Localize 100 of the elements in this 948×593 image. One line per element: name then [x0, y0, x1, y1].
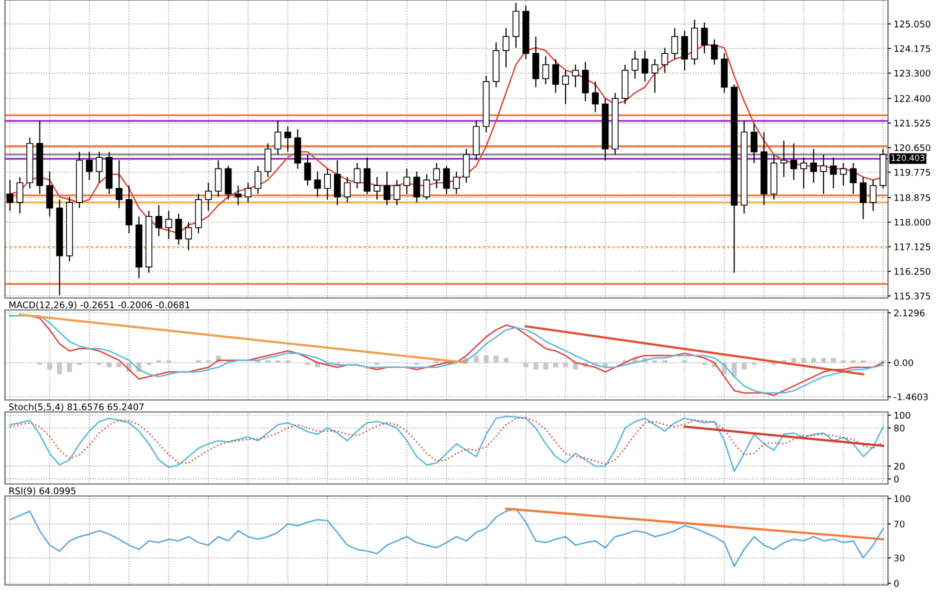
bar	[543, 362, 548, 370]
candlestick	[642, 50, 648, 82]
candlestick	[155, 204, 162, 237]
bar	[494, 356, 499, 363]
candlestick	[800, 156, 808, 189]
candlestick	[175, 213, 182, 246]
candlestick	[96, 151, 103, 184]
y-tick-label: 122.400	[894, 95, 930, 102]
candlestick	[671, 28, 678, 60]
candlestick	[374, 176, 380, 200]
y-tick-label: 30	[894, 554, 904, 562]
candlestick	[830, 156, 837, 189]
candlestick	[850, 162, 857, 195]
candlestick	[86, 151, 93, 180]
candlestick	[344, 176, 351, 203]
candlestick	[334, 160, 341, 206]
candlestick	[651, 58, 658, 94]
candlestick	[264, 142, 272, 178]
candlestick	[244, 182, 252, 203]
y-tick-label: 80	[894, 424, 904, 432]
candlestick	[234, 184, 242, 206]
bar	[504, 358, 509, 363]
line-series	[9, 508, 884, 568]
y-tick-label: 0	[894, 580, 899, 587]
candlestick	[632, 50, 638, 80]
candlestick	[840, 162, 847, 186]
candlestick	[542, 56, 550, 85]
y-tick-label: 121.525	[894, 120, 930, 127]
line-series	[9, 417, 884, 465]
candlestick	[820, 154, 827, 195]
bar	[801, 358, 806, 363]
candlestick	[185, 222, 192, 251]
candlestick	[582, 61, 589, 102]
bar	[474, 356, 479, 363]
y-tick-label: 0.00	[894, 359, 914, 366]
candlestick	[810, 148, 817, 184]
candlestick	[364, 156, 371, 195]
y-tick-label: 119.775	[894, 168, 930, 176]
y-tick-label: 117.125	[894, 243, 930, 250]
bar	[533, 362, 538, 370]
bar	[484, 356, 489, 363]
bar	[67, 362, 72, 372]
candlestick	[16, 176, 24, 214]
candlestick	[433, 162, 440, 189]
y-tick-label: 118.000	[894, 218, 930, 226]
candlestick	[413, 170, 420, 203]
candlestick	[552, 58, 560, 94]
bar	[523, 362, 528, 368]
bar	[742, 362, 747, 370]
candlestick	[572, 64, 579, 88]
candlestick	[284, 126, 292, 152]
y-tick-label: 20	[894, 462, 904, 470]
y-tick-label: 70	[894, 520, 904, 528]
candlestick	[304, 154, 311, 186]
chart-title: RSI(9) 64.0995	[9, 487, 76, 496]
candlestick	[780, 140, 788, 178]
candlestick	[384, 170, 390, 206]
y-tick-label: 100	[894, 495, 910, 502]
candlestick	[165, 210, 172, 240]
bar	[830, 358, 836, 363]
candlestick	[701, 22, 708, 54]
bar	[572, 362, 578, 370]
bar	[553, 362, 558, 368]
candlestick	[116, 160, 122, 209]
y-tick-label: 0	[894, 476, 899, 482]
candlestick	[502, 28, 510, 68]
candlestick	[214, 160, 222, 198]
y-tick-label: 124.175	[894, 45, 930, 52]
y-tick-label: -1.4603	[894, 393, 928, 400]
candlestick	[274, 120, 282, 156]
bar	[563, 362, 568, 368]
candlestick	[393, 179, 400, 206]
y-tick-label: 125.050	[894, 20, 930, 28]
bar	[821, 358, 826, 363]
candlestick	[710, 38, 718, 66]
bar	[732, 362, 737, 377]
candlestick	[681, 30, 688, 71]
y-tick-label: 120.650	[894, 144, 930, 152]
bar	[106, 362, 112, 368]
candlestick	[453, 170, 460, 195]
candlestick	[204, 182, 212, 212]
y-tick-label: 118.875	[894, 194, 930, 202]
y-tick-label: 123.300	[894, 70, 930, 77]
bar	[57, 362, 62, 374]
line-series	[9, 416, 884, 472]
candlestick	[254, 165, 262, 195]
candlestick	[6, 179, 14, 212]
bar	[116, 362, 122, 368]
candlestick	[870, 179, 877, 212]
candlestick	[562, 70, 569, 105]
candlestick	[462, 148, 470, 184]
candlestick	[592, 80, 599, 114]
candlestick	[314, 170, 321, 198]
chart-title: Stoch(5,5,4) 81.6576 65.2407	[9, 403, 144, 412]
y-tick-label: 2.1296	[894, 310, 925, 316]
candlestick	[423, 174, 430, 200]
candlestick	[443, 165, 450, 195]
candlestick	[750, 123, 758, 164]
chart-title: MACD(12,26,9) -0.2651 -0.2006 -0.0681	[9, 301, 190, 310]
candlestick	[790, 142, 798, 180]
